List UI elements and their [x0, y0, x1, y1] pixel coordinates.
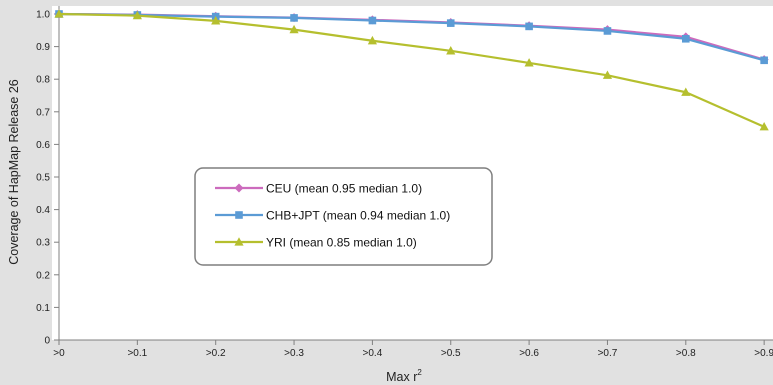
legend-marker-ceu: [234, 183, 244, 193]
data-point-yri: [681, 87, 691, 96]
legend-item-chb-jpt: CHB+JPT (mean 0.94 median 1.0): [215, 209, 450, 223]
data-point-yri: [602, 70, 613, 79]
data-point-chb-jpt: [368, 16, 377, 25]
y-tick-label: 0: [44, 336, 50, 347]
y-axis: 0 0.1 0.2 0.3 0.4 0.5 0.6 0.7 0.8 0.9 1.0: [36, 6, 60, 347]
data-point-yri: [54, 9, 64, 18]
series-line-chb-jpt: [58, 12, 765, 62]
x-tick-label: >0.3: [284, 348, 304, 359]
legend-item-yri: YRI (mean 0.85 median 1.0): [215, 236, 417, 250]
x-axis-title-superscript: 2: [417, 368, 422, 377]
legend-label-ceu: CEU (mean 0.95 median 1.0): [266, 182, 422, 196]
data-point-chb-jpt: [682, 34, 690, 43]
x-axis-title-text: Max r: [386, 370, 417, 384]
y-tick-label: 0.6: [36, 140, 50, 151]
series-yri: [54, 9, 769, 131]
x-tick-label: >0.8: [676, 348, 696, 359]
data-point-chb-jpt: [290, 14, 298, 22]
legend-label-yri: YRI (mean 0.85 median 1.0): [266, 236, 417, 250]
legend-label-chb-jpt: CHB+JPT (mean 0.94 median 1.0): [266, 209, 450, 223]
y-axis-title: Coverage of HapMap Release 26: [7, 79, 21, 265]
x-tick-label: >0.6: [519, 348, 539, 359]
data-point-yri: [524, 58, 534, 67]
data-point-chb-jpt: [525, 22, 533, 31]
data-point-yri: [446, 46, 456, 55]
data-point-yri: [759, 121, 769, 131]
data-point-yri: [211, 16, 221, 25]
data-point-chb-jpt: [760, 56, 768, 65]
y-tick-label: 0.5: [36, 173, 50, 184]
legend: CEU (mean 0.95 median 1.0) CHB+JPT (mean …: [194, 167, 493, 266]
y-tick-label: 0.4: [36, 205, 50, 216]
x-tick-label: >0.1: [127, 348, 147, 359]
x-axis: >0 >0.1 >0.2 >0.3 >0.4 >0.5 >0.6 >0.7 >0.8 >0.9: [53, 339, 773, 359]
legend-marker-chb-jpt: [235, 211, 243, 219]
data-point-chb-jpt: [446, 19, 455, 27]
series-layer: [54, 9, 769, 131]
data-point-yri: [367, 35, 377, 45]
x-tick-label: >0.7: [598, 348, 618, 359]
x-tick-label: >0.2: [206, 348, 226, 359]
data-point-yri: [289, 24, 299, 34]
series-line-yri: [58, 12, 765, 128]
y-tick-label: 0.2: [36, 270, 50, 281]
y-tick-label: 0.8: [36, 75, 50, 86]
y-tick-label: 0.1: [36, 303, 50, 314]
y-tick-label: 0.9: [36, 42, 50, 53]
x-tick-label: >0: [53, 348, 65, 359]
x-tick-label: >0.4: [363, 348, 383, 359]
y-tick-label: 0.3: [36, 238, 50, 249]
x-tick-label: >0.5: [441, 348, 461, 359]
x-tick-label: >0.9: [754, 348, 773, 359]
legend-marker-yri: [234, 237, 244, 246]
data-point-yri: [132, 10, 142, 20]
data-point-chb-jpt: [603, 27, 612, 35]
legend-item-ceu: CEU (mean 0.95 median 1.0): [215, 182, 422, 196]
y-tick-label: 1.0: [36, 10, 50, 21]
y-tick-label: 0.7: [36, 107, 50, 118]
legend-box: [194, 167, 493, 266]
x-axis-title: Max r2: [386, 368, 422, 384]
